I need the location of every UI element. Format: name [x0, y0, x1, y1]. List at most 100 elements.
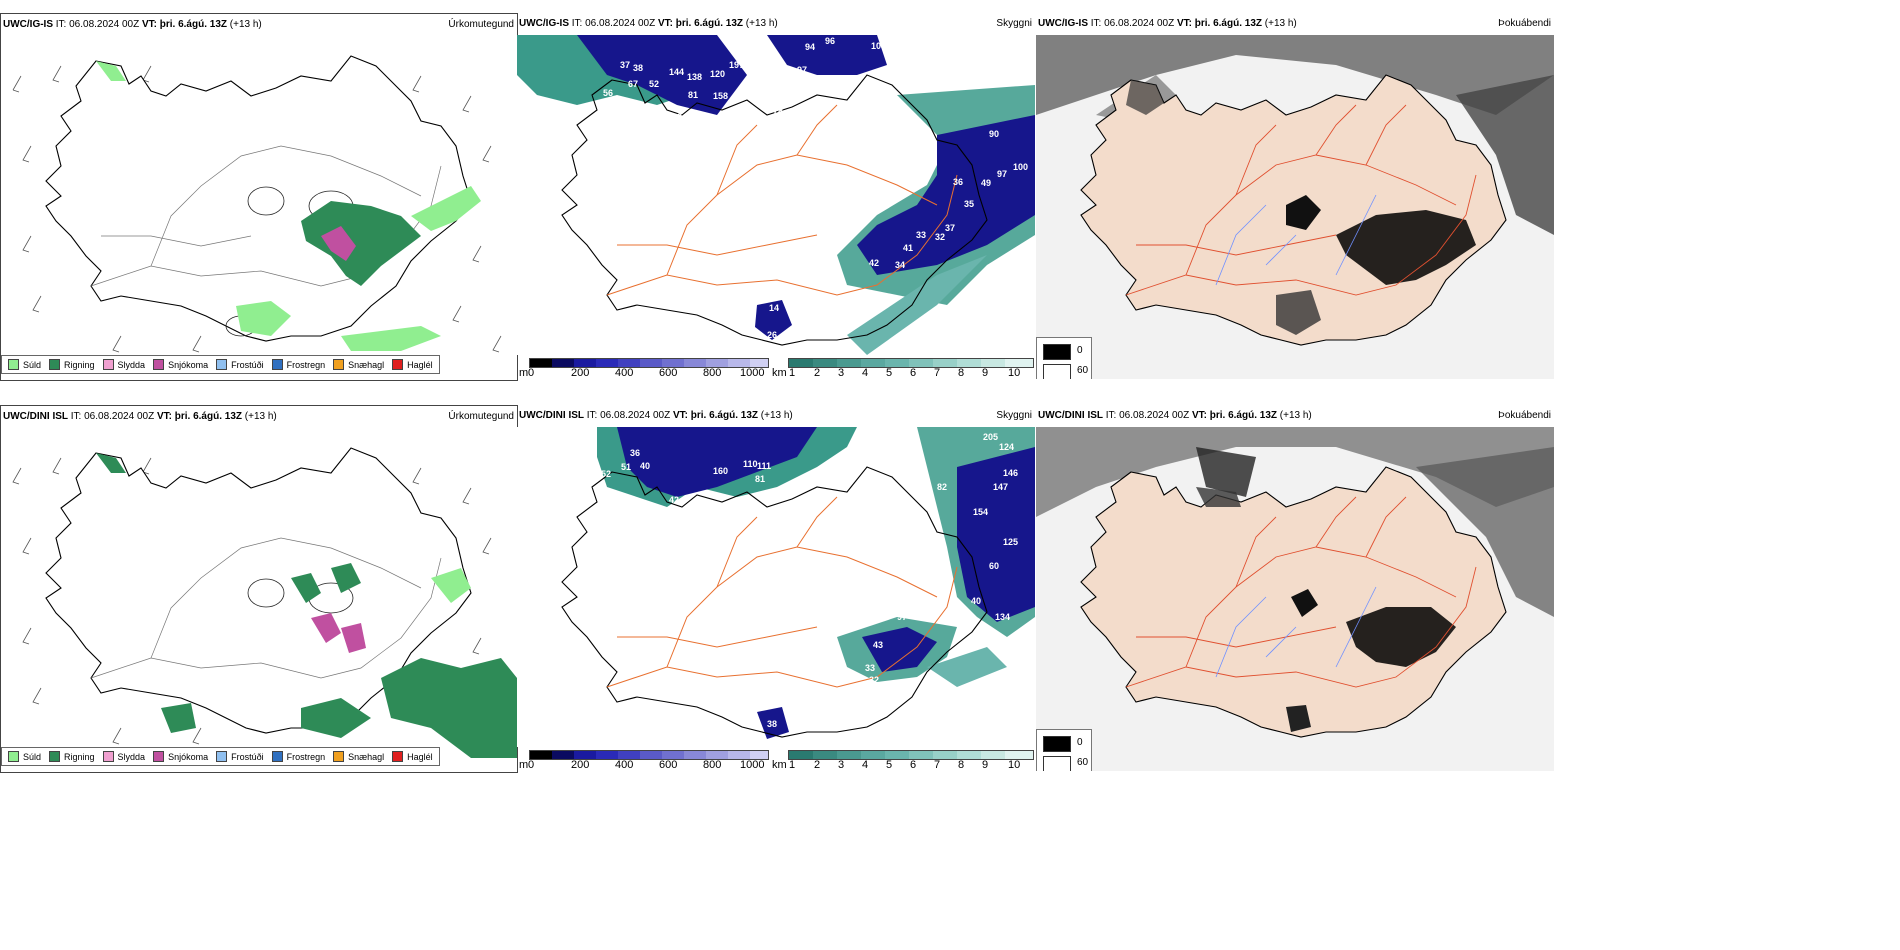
roads	[1125, 104, 1477, 296]
legend-swatch	[102, 751, 114, 762]
vt-label: VT:	[672, 410, 688, 421]
ceiling-value: 36	[630, 448, 640, 458]
fog-panel-row1: UWC/IG-IS IT: 06.08.2024 00Z VT: þri. 6.…	[1036, 13, 1554, 379]
ceiling-value: 166	[838, 228, 853, 238]
tick-label: 6	[910, 367, 917, 379]
ceiling-value: 40	[971, 596, 981, 606]
tick-label: 10	[1008, 367, 1021, 379]
colorbar-unit: km	[772, 759, 787, 771]
lead-time: (+13 h)	[745, 18, 778, 29]
it-value: 06.08.2024 00Z	[84, 411, 155, 422]
model-name: UWC/IG-IS	[3, 19, 53, 30]
ceiling-value: 33	[916, 230, 926, 240]
panel-header: UWC/DINI ISL IT: 06.08.2024 00Z VT: þri.…	[517, 405, 1035, 427]
colorbar-unit: km	[772, 367, 787, 379]
fog-svg	[1036, 427, 1554, 771]
ceiling-value: 138	[687, 72, 702, 82]
precip-panel-row2: UWC/DINI ISL IT: 06.08.2024 00Z VT: þri.…	[0, 405, 518, 773]
legend-label: Frostregn	[286, 751, 326, 762]
legend-label: Rigning	[64, 359, 95, 370]
ceiling-value: 37	[620, 60, 630, 70]
ceiling-value: 36	[953, 177, 963, 187]
roads	[606, 496, 958, 688]
legend-label: Frostúði	[231, 751, 264, 762]
legend-label: 0	[1077, 737, 1083, 748]
it-label: IT:	[70, 411, 82, 422]
iceland-coastline	[561, 466, 988, 738]
ceiling-value: 205	[983, 432, 998, 442]
tick-label: 200	[571, 759, 590, 771]
ceiling-value: 82	[937, 482, 947, 492]
ceiling-value: 111	[757, 461, 771, 471]
ceiling-value: 124	[999, 442, 1014, 452]
legend-item: Snæhagl	[333, 359, 384, 370]
ceiling-value: 32	[935, 232, 945, 242]
legend-label: Frostúði	[231, 359, 264, 370]
vt-value: þri. 6.ágú. 13Z	[1209, 410, 1277, 421]
legend-item: Haglél	[392, 359, 433, 370]
it-label: IT:	[571, 18, 583, 29]
model-name: UWC/IG-IS	[519, 18, 569, 29]
ceiling-value: 79	[779, 84, 789, 94]
tick-label: 400	[615, 367, 634, 379]
colorbar-unit: m	[519, 759, 529, 771]
legend-label: Snjókoma	[168, 359, 209, 370]
tick-label: 9	[982, 759, 989, 771]
ceiling-value: 160	[713, 466, 728, 476]
ceiling-value: 40	[640, 461, 650, 471]
ceiling-value: 33	[865, 663, 875, 673]
ceiling-value: 158	[713, 91, 728, 101]
ceiling-value: 97	[797, 65, 807, 75]
ceiling-value: 125	[1003, 537, 1018, 547]
ceiling-value: 144	[669, 67, 684, 77]
tick-label: 1	[789, 759, 796, 771]
fog-map	[1036, 35, 1554, 379]
ceiling-value: 26	[767, 330, 777, 340]
lead-time: (+13 h)	[244, 411, 277, 422]
legend-swatch	[102, 359, 114, 370]
visibility-colorbar: km 1 2 3 4 5 6 7 8 9 10	[772, 750, 1035, 771]
legend-item: Frostregn	[271, 751, 326, 762]
ceiling-labels: 36 51 40 52 42 160 110 111 81 205 124 14…	[601, 432, 1018, 729]
variable-title: Skyggni	[996, 410, 1032, 421]
ceiling-value: 56	[603, 88, 613, 98]
fog-svg	[1036, 35, 1554, 379]
ceiling-panel-row2: UWC/DINI ISL IT: 06.08.2024 00Z VT: þri.…	[517, 405, 1035, 771]
it-label: IT:	[1105, 410, 1117, 421]
ceiling-value: 147	[993, 482, 1008, 492]
colorbar-bars	[788, 358, 1034, 368]
ceiling-value: 73	[803, 87, 813, 97]
ceiling-colorbar: m 0 200 400 600 800 1000	[519, 358, 769, 379]
it-label: IT:	[55, 19, 67, 30]
precip-svg	[12, 447, 517, 758]
legend-swatch	[333, 359, 345, 370]
legend-label: Frostregn	[286, 359, 326, 370]
colorbar-unit: m	[519, 367, 529, 379]
ceiling-value: 49	[981, 178, 991, 188]
legend-label: Haglél	[407, 359, 433, 370]
ceiling-value: 27	[869, 290, 879, 300]
legend-item: Snæhagl	[333, 751, 384, 762]
tick-label: 1	[789, 367, 796, 379]
rain-area	[96, 453, 517, 758]
ceiling-svg: 37 38 144 197 52 67 138 120 81 158 56 49…	[517, 35, 1035, 355]
tick-label: 3	[838, 759, 845, 771]
tick-label: 2	[814, 367, 821, 379]
legend-swatch	[49, 359, 61, 370]
it-label: IT:	[1090, 18, 1102, 29]
tick-label: 4	[862, 367, 869, 379]
legend-swatch	[1043, 344, 1071, 360]
legend-label: 60	[1077, 365, 1089, 376]
precip-map	[1, 36, 517, 366]
ceiling-value: 35	[964, 199, 974, 209]
ceiling-value: 60	[989, 561, 999, 571]
colorbar-bars	[529, 358, 769, 368]
tick-label: 2	[814, 759, 821, 771]
ceiling-value: 104	[871, 41, 886, 51]
tick-label: 800	[703, 759, 722, 771]
it-value: 06.08.2024 00Z	[585, 18, 656, 29]
ceiling-value: 97	[897, 612, 907, 622]
ceiling-value: 94	[805, 42, 815, 52]
vt-label: VT:	[156, 411, 172, 422]
variable-title: Úrkomutegund	[448, 19, 514, 30]
